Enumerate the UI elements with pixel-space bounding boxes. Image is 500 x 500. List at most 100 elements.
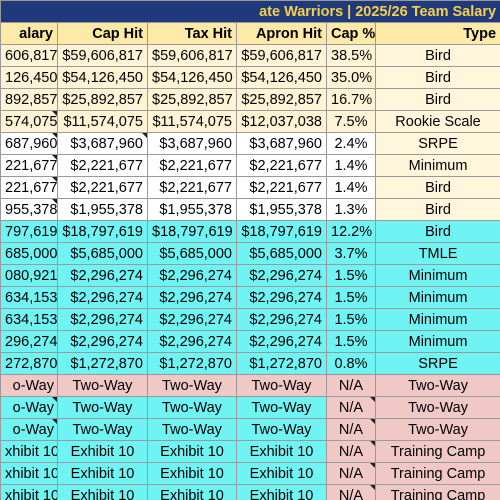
cap-pct-cell[interactable]: 1.5%: [326, 330, 376, 353]
tax-hit-cell[interactable]: Two-Way: [147, 418, 237, 441]
cap-hit-cell[interactable]: $54,126,450: [57, 66, 148, 89]
cap-pct-cell[interactable]: 0.8%: [326, 352, 376, 375]
cap-pct-cell[interactable]: 3.7%: [326, 242, 376, 265]
cap-hit-cell[interactable]: $2,296,274: [57, 264, 148, 287]
header-apron-hit[interactable]: Apron Hit: [236, 22, 327, 45]
cap-pct-cell[interactable]: 1.4%: [326, 176, 376, 199]
apron-hit-cell[interactable]: $59,606,817: [236, 44, 327, 67]
cap-hit-cell[interactable]: $1,272,870: [57, 352, 148, 375]
tax-hit-cell[interactable]: Exhibit 10: [147, 484, 237, 500]
salary-cell[interactable]: 606,817: [0, 44, 58, 67]
tax-hit-cell[interactable]: $3,687,960: [147, 132, 237, 155]
cap-hit-cell[interactable]: $3,687,960: [57, 132, 148, 155]
salary-cell[interactable]: 272,870: [0, 352, 58, 375]
salary-cell[interactable]: 296,274: [0, 330, 58, 353]
type-cell[interactable]: Training Camp: [374, 440, 500, 463]
tax-hit-cell[interactable]: $1,272,870: [147, 352, 237, 375]
cap-hit-cell[interactable]: Exhibit 10: [57, 462, 148, 485]
type-cell[interactable]: SRPE: [374, 352, 500, 375]
cap-hit-cell[interactable]: $59,606,817: [57, 44, 148, 67]
salary-cell[interactable]: o-Way: [0, 374, 58, 397]
salary-cell[interactable]: xhibit 10: [0, 440, 58, 463]
apron-hit-cell[interactable]: $25,892,857: [236, 88, 327, 111]
cap-hit-cell[interactable]: $18,797,619: [57, 220, 148, 243]
header-salary[interactable]: alary: [0, 22, 58, 45]
header-tax-hit[interactable]: Tax Hit: [147, 22, 237, 45]
salary-cell[interactable]: xhibit 10: [0, 462, 58, 485]
tax-hit-cell[interactable]: $2,296,274: [147, 330, 237, 353]
salary-cell[interactable]: o-Way: [0, 418, 58, 441]
tax-hit-cell[interactable]: $25,892,857: [147, 88, 237, 111]
apron-hit-cell[interactable]: $18,797,619: [236, 220, 327, 243]
type-cell[interactable]: Bird: [374, 88, 500, 111]
cap-pct-cell[interactable]: 2.4%: [326, 132, 376, 155]
type-cell[interactable]: Minimum: [374, 330, 500, 353]
tax-hit-cell[interactable]: Exhibit 10: [147, 462, 237, 485]
cap-hit-cell[interactable]: Exhibit 10: [57, 440, 148, 463]
header-cap-pct[interactable]: Cap %: [326, 22, 376, 45]
salary-cell[interactable]: 080,921: [0, 264, 58, 287]
tax-hit-cell[interactable]: $1,955,378: [147, 198, 237, 221]
type-cell[interactable]: Two-Way: [374, 396, 500, 419]
salary-cell[interactable]: 892,857: [0, 88, 58, 111]
sheet-title-cell[interactable]: ate Warriors | 2025/26 Team Salary: [0, 0, 500, 23]
cap-hit-cell[interactable]: $2,296,274: [57, 308, 148, 331]
salary-cell[interactable]: 221,677: [0, 176, 58, 199]
cap-hit-cell[interactable]: $2,296,274: [57, 330, 148, 353]
apron-hit-cell[interactable]: $5,685,000: [236, 242, 327, 265]
type-cell[interactable]: Rookie Scale: [374, 110, 500, 133]
cap-pct-cell[interactable]: 38.5%: [326, 44, 376, 67]
salary-cell[interactable]: 574,075: [0, 110, 58, 133]
type-cell[interactable]: Bird: [374, 66, 500, 89]
cap-pct-cell[interactable]: 35.0%: [326, 66, 376, 89]
apron-hit-cell[interactable]: Two-Way: [236, 374, 327, 397]
type-cell[interactable]: Minimum: [374, 286, 500, 309]
salary-cell[interactable]: 797,619: [0, 220, 58, 243]
type-cell[interactable]: TMLE: [374, 242, 500, 265]
cap-pct-cell[interactable]: 1.4%: [326, 154, 376, 177]
apron-hit-cell[interactable]: Exhibit 10: [236, 484, 327, 500]
type-cell[interactable]: Training Camp: [374, 484, 500, 500]
cap-pct-cell[interactable]: N/A: [326, 396, 376, 419]
header-cap-hit[interactable]: Cap Hit: [57, 22, 148, 45]
tax-hit-cell[interactable]: $59,606,817: [147, 44, 237, 67]
cap-hit-cell[interactable]: Two-Way: [57, 418, 148, 441]
apron-hit-cell[interactable]: Exhibit 10: [236, 462, 327, 485]
salary-cell[interactable]: o-Way: [0, 396, 58, 419]
apron-hit-cell[interactable]: Exhibit 10: [236, 440, 327, 463]
tax-hit-cell[interactable]: $2,221,677: [147, 176, 237, 199]
cap-hit-cell[interactable]: $25,892,857: [57, 88, 148, 111]
type-cell[interactable]: Bird: [374, 44, 500, 67]
cap-pct-cell[interactable]: N/A: [326, 462, 376, 485]
tax-hit-cell[interactable]: $11,574,075: [147, 110, 237, 133]
type-cell[interactable]: Bird: [374, 176, 500, 199]
salary-cell[interactable]: 634,153: [0, 308, 58, 331]
salary-cell[interactable]: xhibit 10: [0, 484, 58, 500]
cap-pct-cell[interactable]: 16.7%: [326, 88, 376, 111]
cap-pct-cell[interactable]: 12.2%: [326, 220, 376, 243]
cap-hit-cell[interactable]: $2,221,677: [57, 154, 148, 177]
apron-hit-cell[interactable]: $2,296,274: [236, 308, 327, 331]
cap-hit-cell[interactable]: Two-Way: [57, 396, 148, 419]
apron-hit-cell[interactable]: Two-Way: [236, 418, 327, 441]
cap-hit-cell[interactable]: Two-Way: [57, 374, 148, 397]
tax-hit-cell[interactable]: Two-Way: [147, 396, 237, 419]
cap-hit-cell[interactable]: $2,221,677: [57, 176, 148, 199]
tax-hit-cell[interactable]: $54,126,450: [147, 66, 237, 89]
apron-hit-cell[interactable]: $12,037,038: [236, 110, 327, 133]
tax-hit-cell[interactable]: $2,296,274: [147, 286, 237, 309]
cap-pct-cell[interactable]: 1.5%: [326, 264, 376, 287]
cap-hit-cell[interactable]: $1,955,378: [57, 198, 148, 221]
apron-hit-cell[interactable]: $2,221,677: [236, 176, 327, 199]
tax-hit-cell[interactable]: $18,797,619: [147, 220, 237, 243]
apron-hit-cell[interactable]: $3,687,960: [236, 132, 327, 155]
tax-hit-cell[interactable]: $5,685,000: [147, 242, 237, 265]
salary-cell[interactable]: 687,960: [0, 132, 58, 155]
tax-hit-cell[interactable]: Exhibit 10: [147, 440, 237, 463]
type-cell[interactable]: Minimum: [374, 308, 500, 331]
cap-pct-cell[interactable]: 1.3%: [326, 198, 376, 221]
apron-hit-cell[interactable]: $2,296,274: [236, 330, 327, 353]
type-cell[interactable]: Bird: [374, 220, 500, 243]
salary-cell[interactable]: 634,153: [0, 286, 58, 309]
salary-cell[interactable]: 221,677: [0, 154, 58, 177]
